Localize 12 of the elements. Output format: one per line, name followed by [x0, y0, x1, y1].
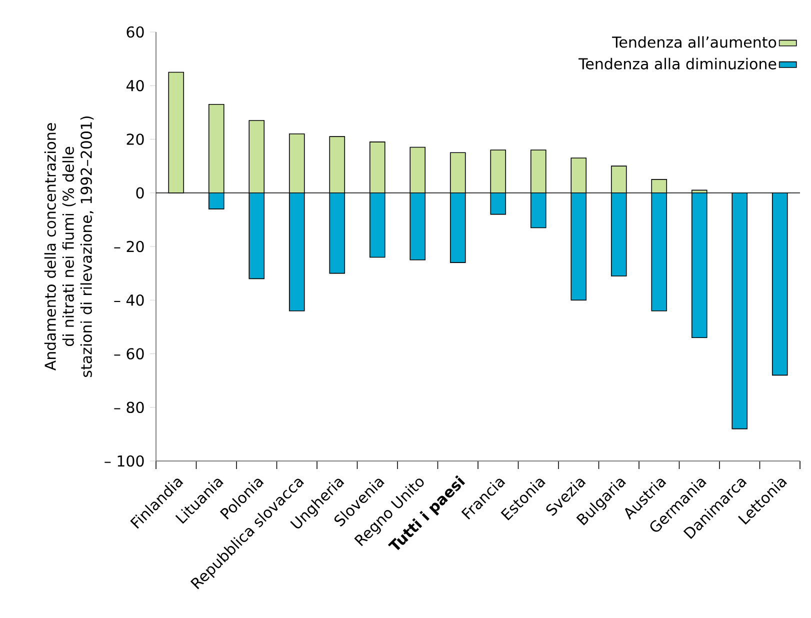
y-tick-label: – 100: [104, 455, 144, 467]
y-tick-label: – 60: [114, 348, 144, 360]
y-axis-title: Andamento della concentrazione di nitrati nei fiumi (% delle stazioni di rilevazione, 1992–2001): [44, 116, 94, 378]
y-tick-label: – 80: [114, 402, 144, 414]
y-tick-label: 40: [126, 80, 144, 92]
y-tick-label: – 20: [114, 240, 144, 252]
y-tick-label: – 40: [114, 294, 144, 306]
legend-label: Tendenza alla diminuzione: [578, 58, 776, 70]
y-tick-label: 0: [136, 187, 144, 199]
y-tick-label: 60: [126, 26, 144, 38]
y-tick-label: 20: [126, 134, 144, 145]
legend-label: Tendenza all’aumento: [612, 36, 776, 48]
